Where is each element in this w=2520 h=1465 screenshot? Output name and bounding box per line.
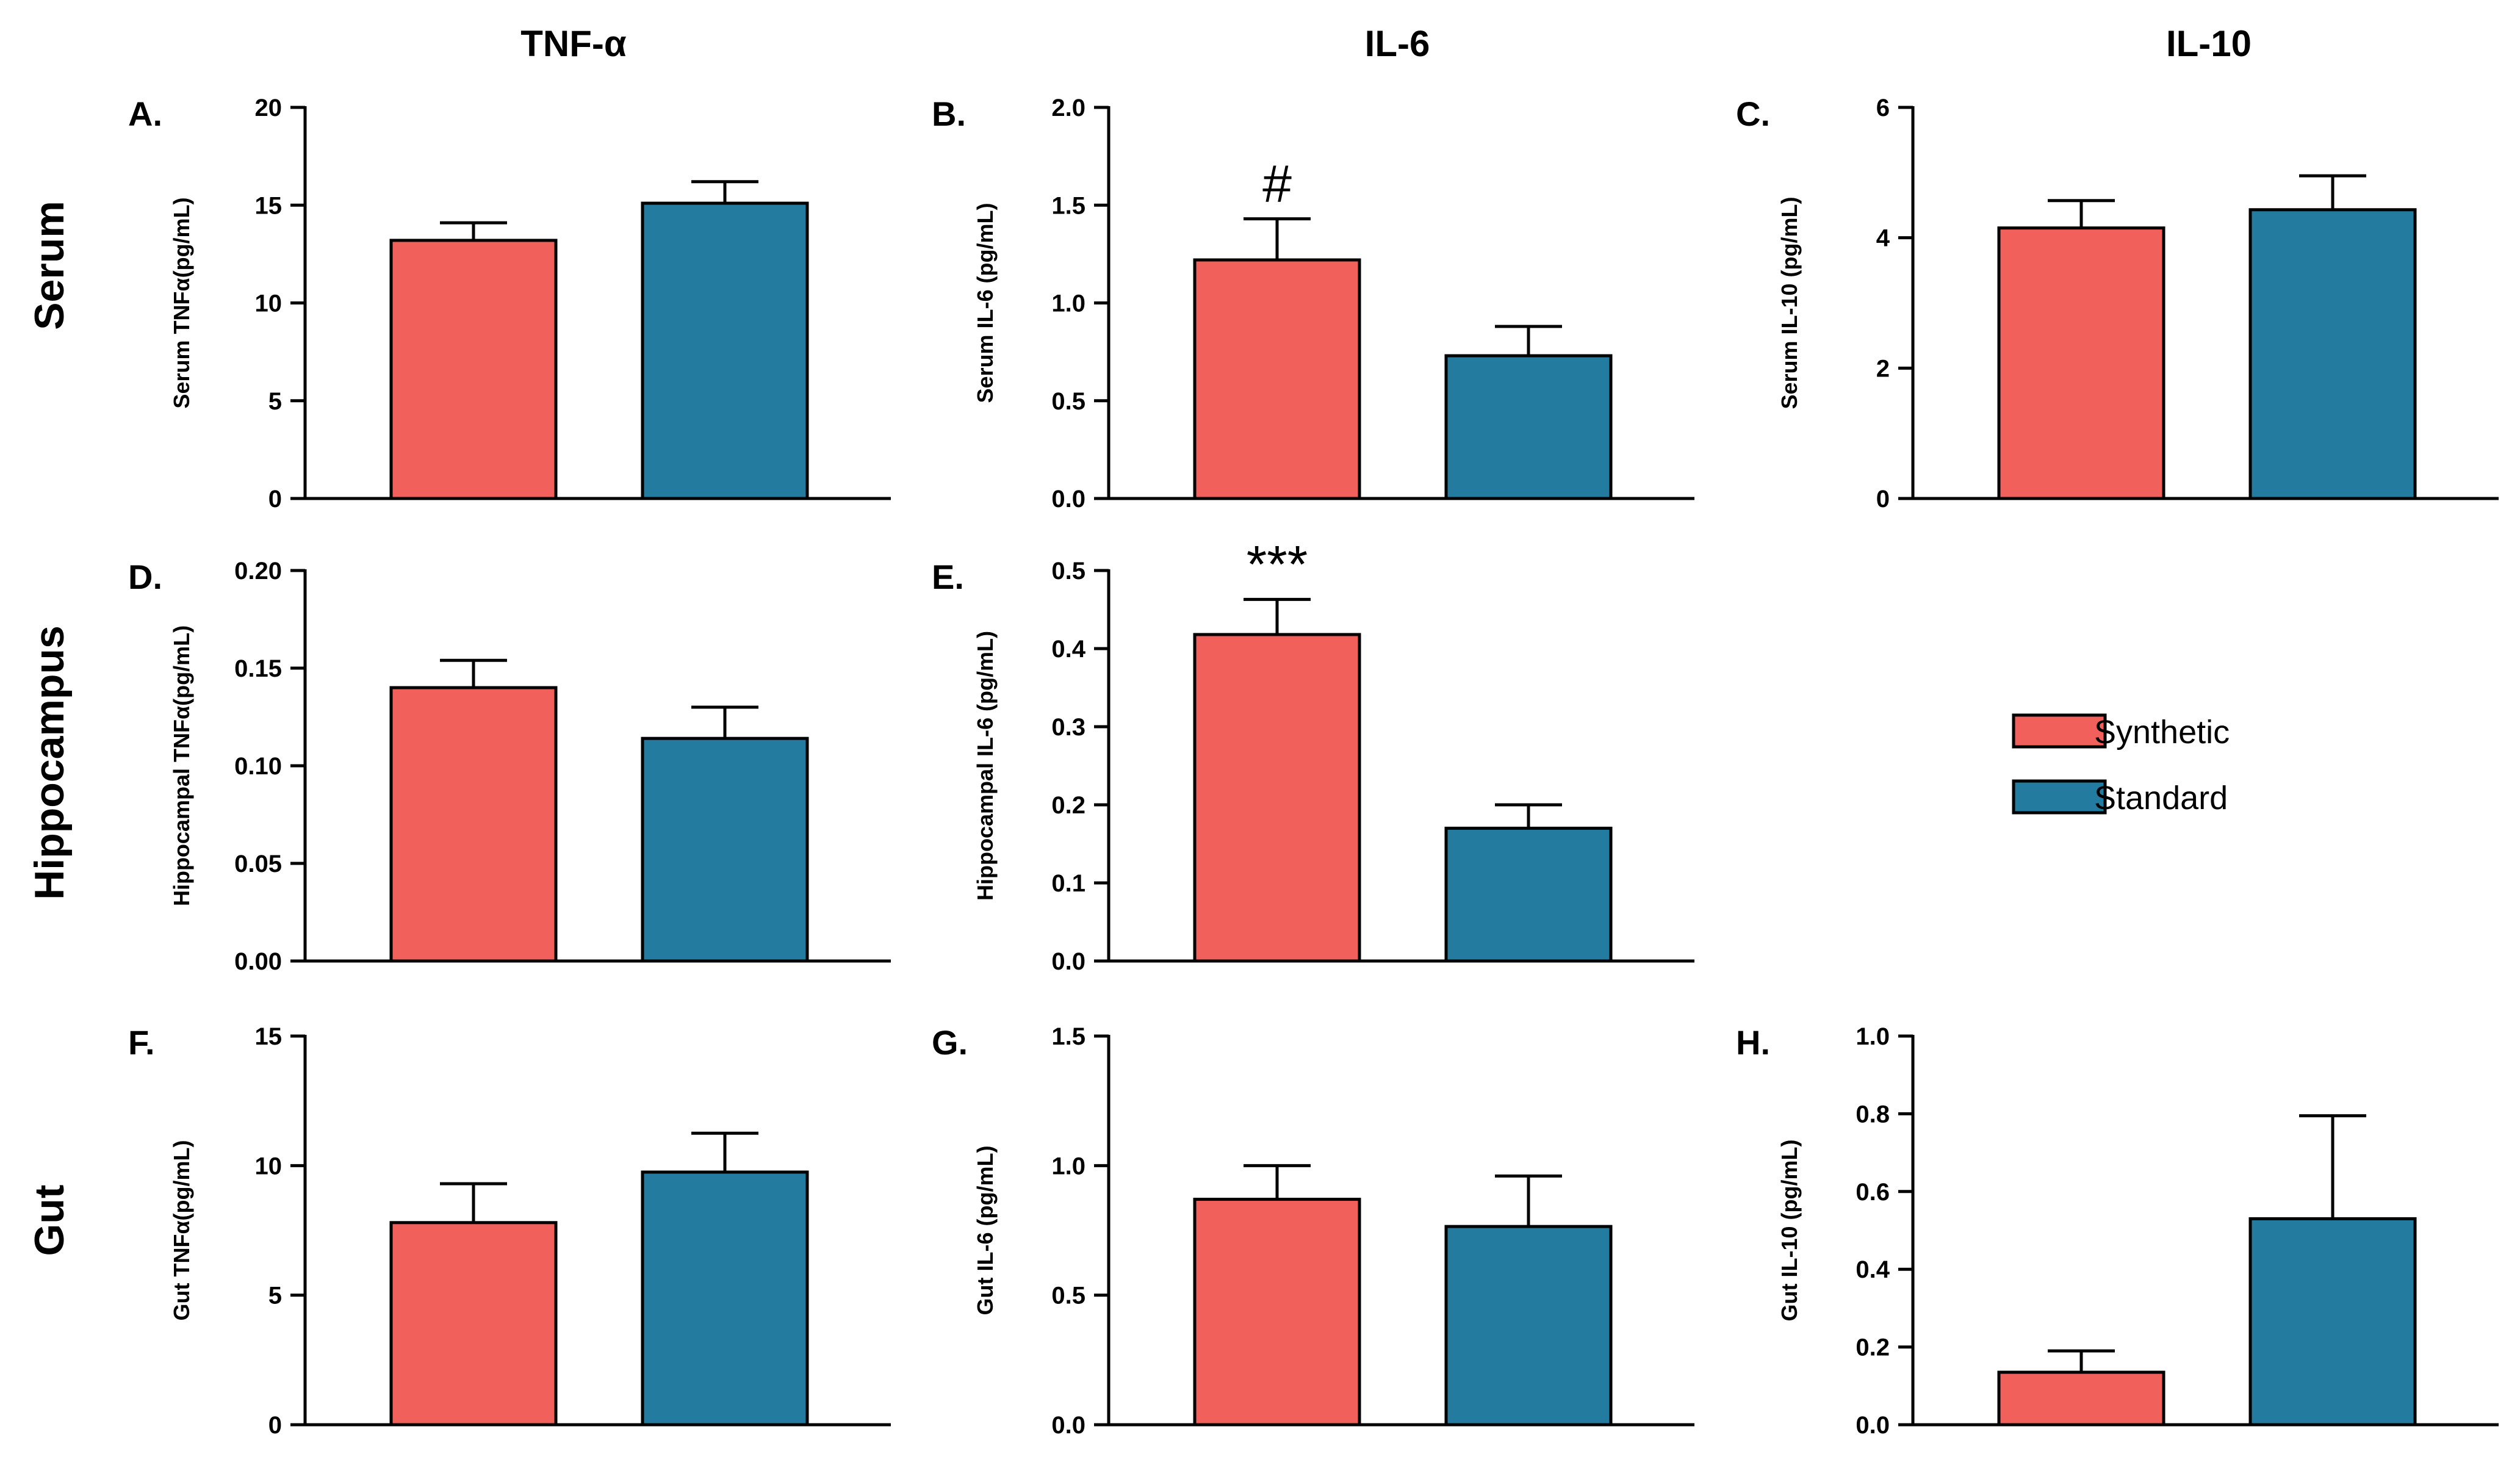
bar-g-standard — [1444, 1225, 1613, 1427]
panel-letter-c: C. — [1736, 95, 1770, 133]
y-axis-label-b: Serum IL-6 (pg/mL) — [973, 203, 998, 403]
y-axis-label-g: Gut IL-6 (pg/mL) — [973, 1146, 998, 1316]
panel-letter-d: D. — [128, 558, 162, 596]
row-title-gut: Gut — [26, 1184, 73, 1256]
y-tick-label-h-2: 0.4 — [1856, 1256, 1890, 1283]
panel-letter-g: G. — [932, 1023, 968, 1062]
y-axis-label-a: Serum TNFα(pg/mL) — [169, 197, 194, 408]
panel-e: E. Hippocampal IL-6 (pg/mL) 0.0 0.1 0.2 0.3 0.… — [932, 535, 1694, 975]
y-axis-label-e: Hippocampal IL-6 (pg/mL) — [973, 631, 998, 901]
y-tick-label-e-5: 0.5 — [1051, 558, 1085, 585]
legend-swatch-standard — [2012, 779, 2107, 815]
y-tick-label-a-1: 5 — [268, 388, 282, 415]
y-tick-label-e-0: 0.0 — [1051, 948, 1085, 975]
legend-swatch-synthetic — [2012, 713, 2107, 749]
y-tick-label-f-0: 0 — [268, 1412, 282, 1439]
panel-b: B. Serum IL-6 (pg/mL) 0.0 0.5 1.0 1.5 2.0 # — [932, 95, 1694, 513]
bar-e-standard — [1444, 826, 1613, 963]
y-tick-label-h-0: 0.0 — [1856, 1412, 1890, 1439]
y-tick-label-g-1: 0.5 — [1051, 1283, 1085, 1309]
bar-c-standard — [2248, 208, 2417, 500]
y-tick-label-g-0: 0.0 — [1051, 1412, 1085, 1439]
bar-b-standard — [1444, 354, 1613, 500]
y-tick-label-e-2: 0.2 — [1051, 792, 1085, 819]
panel-letter-b: B. — [932, 95, 966, 133]
y-tick-label-b-4: 2.0 — [1051, 95, 1085, 121]
y-tick-label-a-2: 10 — [255, 290, 283, 317]
bar-f-standard — [641, 1170, 809, 1427]
bar-g-synthetic — [1193, 1198, 1361, 1427]
y-tick-label-a-3: 15 — [255, 192, 283, 219]
bar-a-standard — [641, 201, 809, 500]
y-tick-label-e-3: 0.3 — [1051, 714, 1085, 741]
y-axis-label-f: Gut TNFα(pg/mL) — [169, 1140, 194, 1320]
bar-d-synthetic — [389, 686, 558, 963]
column-title-il10: IL-10 — [2166, 23, 2252, 64]
bar-a-synthetic — [389, 239, 558, 500]
significance-mark-e-0: *** — [1247, 535, 1308, 594]
bar-h-standard — [2248, 1217, 2417, 1427]
y-tick-label-d-2: 0.10 — [234, 753, 282, 780]
y-tick-label-g-3: 1.5 — [1051, 1023, 1085, 1050]
column-titles: TNF-α IL-6 IL-10 — [520, 23, 2252, 64]
bar-h-synthetic — [1997, 1370, 2165, 1427]
y-axis-label-d: Hippocampal TNFα(pg/mL) — [169, 625, 194, 906]
y-tick-label-f-1: 5 — [268, 1283, 282, 1309]
panel-letter-f: F. — [128, 1023, 155, 1062]
panel-d: D. Hippocampal TNFα(pg/mL) 0.00 0.05 0.10 0.1… — [128, 558, 891, 975]
y-tick-label-d-3: 0.15 — [234, 655, 282, 682]
row-title-serum: Serum — [26, 201, 73, 330]
y-axis-label-h: Gut IL-10 (pg/mL) — [1777, 1140, 1802, 1322]
legend-label-standard: Standard — [2094, 780, 2228, 816]
y-tick-label-b-3: 1.5 — [1051, 192, 1085, 219]
y-tick-label-h-1: 0.2 — [1856, 1334, 1890, 1361]
y-tick-label-d-4: 0.20 — [234, 558, 282, 585]
y-tick-label-b-0: 0.0 — [1051, 486, 1085, 513]
panel-g: G. Gut IL-6 (pg/mL) 0.0 0.5 1.0 1.5 — [932, 1023, 1694, 1439]
bar-f-synthetic — [389, 1221, 558, 1427]
legend-label-synthetic: Synthetic — [2094, 714, 2230, 750]
y-tick-label-g-2: 1.0 — [1051, 1153, 1085, 1179]
y-tick-label-f-2: 10 — [255, 1153, 283, 1179]
y-tick-label-c-3: 6 — [1876, 95, 1890, 121]
significance-mark-b-0: # — [1262, 155, 1292, 214]
y-tick-label-d-0: 0.00 — [234, 948, 282, 975]
column-title-tnf: TNF-α — [520, 23, 627, 64]
panel-letter-h: H. — [1736, 1023, 1770, 1062]
y-tick-label-d-1: 0.05 — [234, 851, 282, 877]
y-tick-label-h-5: 1.0 — [1856, 1023, 1890, 1050]
panel-h: H. Gut IL-10 (pg/mL) 0.0 0.2 0.4 0.6 0.8 1.0 — [1736, 1023, 2499, 1439]
row-title-hippocampus: Hippocampus — [26, 625, 73, 900]
y-axis-label-c: Serum IL-10 (pg/mL) — [1777, 196, 1802, 409]
y-tick-label-c-0: 0 — [1876, 486, 1890, 513]
y-tick-label-a-0: 0 — [268, 486, 282, 513]
y-tick-label-e-1: 0.1 — [1051, 870, 1085, 897]
row-titles: Serum Hippocampus Gut — [26, 201, 73, 1256]
y-tick-label-b-2: 1.0 — [1051, 290, 1085, 317]
y-tick-label-c-1: 2 — [1876, 355, 1890, 382]
panel-c: C. Serum IL-10 (pg/mL) 0 2 4 6 — [1736, 95, 2499, 513]
panel-letter-a: A. — [128, 95, 162, 133]
y-tick-label-a-4: 20 — [255, 95, 283, 121]
y-tick-label-e-4: 0.4 — [1051, 636, 1085, 663]
panel-a: A. Serum TNFα(pg/mL) 0 5 10 15 20 — [128, 95, 891, 513]
panel-letter-e: E. — [932, 558, 964, 596]
legend: Synthetic Standard — [2012, 713, 2230, 816]
bar-d-standard — [641, 736, 809, 963]
bar-b-synthetic — [1193, 258, 1361, 500]
y-tick-label-h-3: 0.6 — [1856, 1179, 1890, 1206]
y-tick-label-h-4: 0.8 — [1856, 1101, 1890, 1128]
bar-e-synthetic — [1193, 633, 1361, 963]
y-tick-label-f-3: 15 — [255, 1023, 283, 1050]
y-tick-label-b-1: 0.5 — [1051, 388, 1085, 415]
bar-c-synthetic — [1997, 226, 2165, 500]
panel-f: F. Gut TNFα(pg/mL) 0 5 10 15 — [128, 1023, 891, 1439]
y-tick-label-c-2: 4 — [1876, 225, 1890, 252]
column-title-il6: IL-6 — [1365, 23, 1430, 64]
